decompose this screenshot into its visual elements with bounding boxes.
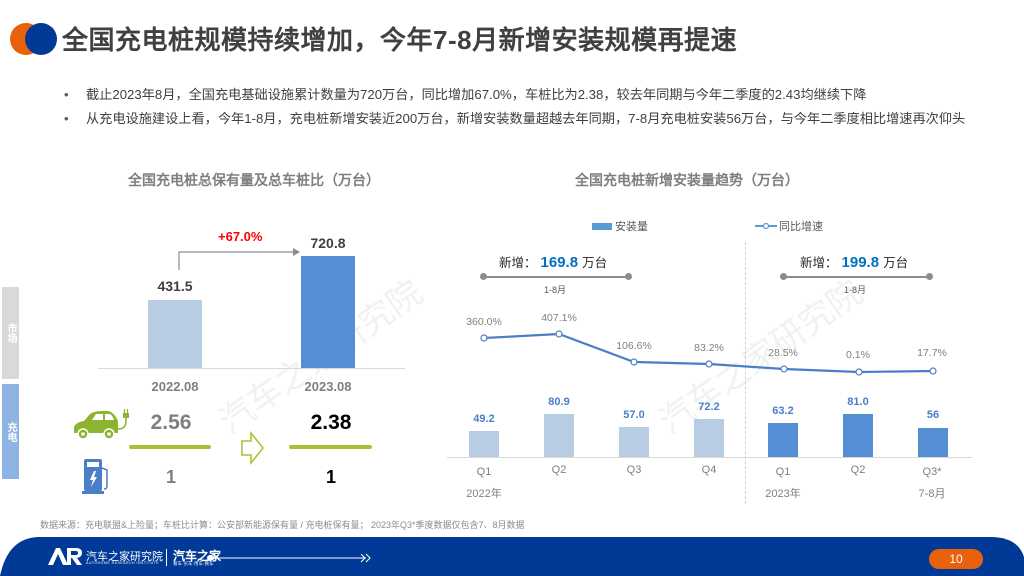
legend-bar-label: 安装量 — [615, 221, 648, 233]
growth-pct-label: 83.2% — [694, 342, 724, 354]
range-line — [783, 276, 929, 278]
bar-2022 — [148, 300, 202, 368]
annotation-2023: 新增： 199.8 万台 — [800, 252, 908, 271]
annotation-prefix: 新增： — [800, 256, 838, 270]
bullet-list: 截止2023年8月，全国充电基础设施累计数量为720万台，同比增加67.0%，车… — [64, 84, 1004, 132]
footer-brand-sub: AUTOHOME RESEARCH INSTITUTE — [86, 561, 160, 565]
logo-dots — [10, 23, 57, 55]
blue-dot-icon — [25, 23, 57, 55]
right-arrow-icon — [241, 431, 264, 465]
growth-pct-label: 17.7% — [917, 347, 947, 359]
bar-2023 — [301, 256, 355, 368]
page-number: 10 — [929, 549, 983, 569]
side-tab-market: 市场 — [2, 287, 19, 379]
quarter-bar — [619, 427, 649, 457]
charging-pile-icon — [82, 459, 108, 494]
legend-line: 同比增速 — [755, 218, 823, 234]
page-title: 全国充电桩规模持续增加，今年7-8月新增安装规模再提速 — [62, 25, 738, 55]
annotation-2022: 新增： 169.8 万台 — [499, 252, 607, 271]
year-label: 2022年 — [466, 488, 502, 500]
left-chart-title: 全国充电桩总保有量及总车桩比（万台） — [128, 172, 380, 188]
growth-label: +67.0% — [218, 229, 263, 244]
footer-brand2-sub: 看车·买车·用车·换车 — [173, 561, 214, 566]
bar-value-label: 57.0 — [623, 409, 645, 421]
data-source: 数据来源：充电联盟&上险量；车桩比计算：公安部新能源保有量 / 充电桩保有量； … — [40, 520, 525, 530]
growth-line — [480, 330, 937, 376]
quarter-label: Q3 — [626, 464, 642, 476]
ratio-divider — [129, 445, 211, 449]
growth-pct-label: 106.6% — [616, 340, 652, 352]
quarter-label: Q1 — [476, 466, 492, 478]
quarter-bar — [768, 423, 798, 457]
car-ratio-2023: 2.38 — [310, 411, 352, 434]
annotation-unit: 万台 — [582, 256, 608, 270]
right-chart-title: 全国充电桩新增安装量趋势（万台） — [575, 172, 799, 188]
legend-line-swatch-icon — [755, 222, 777, 230]
quarter-bar — [843, 414, 873, 457]
bar-value-label: 81.0 — [847, 396, 869, 408]
legend-bar-swatch-icon — [592, 222, 612, 230]
legend-line-label: 同比增速 — [779, 221, 823, 233]
year-divider — [745, 242, 746, 504]
quarter-label: Q4 — [701, 464, 717, 476]
annotation-prefix: 新增： — [499, 256, 537, 270]
x-axis — [447, 457, 972, 458]
annotation-value: 169.8 — [540, 254, 579, 271]
annotation-value: 199.8 — [841, 254, 880, 271]
range-dot-icon — [926, 273, 933, 280]
quarter-bar — [918, 428, 948, 457]
quarter-label: Q2 — [850, 464, 866, 476]
legend-bar: 安装量 — [592, 218, 648, 234]
ratio-divider — [289, 445, 372, 449]
bar-value-label: 72.2 — [698, 401, 720, 413]
growth-arrow-icon — [178, 248, 300, 270]
quarter-bar — [694, 419, 724, 457]
growth-pct-label: 407.1% — [541, 312, 577, 324]
ev-car-icon — [74, 409, 129, 440]
bar-value-label: 720.8 — [310, 235, 346, 251]
footer-arrow-line-icon — [207, 553, 371, 563]
footer-brand: 汽车之家研究院 — [86, 551, 163, 563]
annotation-period: 1-8月 — [843, 285, 866, 295]
range-dot-icon — [480, 273, 487, 280]
category-label: 2022.08 — [151, 379, 199, 394]
bar-value-label: 63.2 — [772, 405, 794, 417]
growth-pct-label: 0.1% — [846, 349, 870, 361]
bar-value-label: 49.2 — [473, 413, 495, 425]
car-ratio-2022: 2.56 — [150, 411, 192, 434]
ar-logo-icon — [48, 548, 82, 565]
year-label: 7-8月 — [918, 488, 946, 500]
bar-value-label: 431.5 — [157, 278, 193, 294]
category-label: 2023.08 — [304, 379, 352, 394]
annotation-unit: 万台 — [883, 256, 909, 270]
quarter-label: Q2 — [551, 464, 567, 476]
range-line — [483, 276, 629, 278]
pile-ratio-2023: 1 — [325, 467, 336, 487]
quarter-bar — [469, 431, 499, 457]
bar-value-label: 56 — [926, 409, 940, 421]
growth-pct-label: 28.5% — [768, 347, 798, 359]
bullet-item: 从充电设施建设上看，今年1-8月，充电桩新增安装近200万台，新增安装数量超越去… — [64, 108, 974, 130]
bar-value-label: 80.9 — [548, 396, 570, 408]
bullet-item: 截止2023年8月，全国充电基础设施累计数量为720万台，同比增加67.0%，车… — [64, 84, 1004, 106]
range-dot-icon — [780, 273, 787, 280]
footer-divider — [166, 549, 167, 566]
pile-ratio-2022: 1 — [165, 467, 176, 487]
quarter-label: Q1 — [775, 466, 791, 478]
range-dot-icon — [625, 273, 632, 280]
footer-band — [0, 537, 1024, 576]
quarter-bar — [544, 414, 574, 457]
year-label: 2023年 — [765, 488, 801, 500]
growth-pct-label: 360.0% — [466, 316, 502, 328]
side-tab-charging: 充电 — [2, 384, 19, 479]
x-axis — [98, 368, 405, 369]
annotation-period: 1-8月 — [543, 285, 566, 295]
quarter-label: Q3* — [922, 466, 942, 478]
